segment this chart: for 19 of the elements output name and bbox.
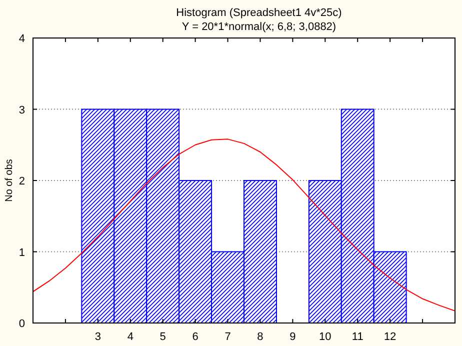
chart-title: Histogram (Spreadsheet1 4v*25c) bbox=[176, 7, 342, 19]
x-tick-label: 9 bbox=[290, 331, 296, 343]
y-tick-label: 0 bbox=[18, 318, 25, 330]
x-tick-label: 7 bbox=[224, 331, 231, 343]
chart-subtitle: Y = 20*1*normal(x; 6,8; 3,0882) bbox=[182, 21, 336, 33]
x-tick-label: 5 bbox=[160, 331, 166, 343]
x-tick-label: 6 bbox=[192, 331, 198, 343]
line-series bbox=[33, 138, 455, 312]
x-tick-label: 8 bbox=[257, 331, 264, 343]
y-axis-title: No of obs bbox=[4, 159, 15, 202]
x-tick-label: 10 bbox=[319, 331, 332, 343]
y-tick-label: 4 bbox=[18, 33, 25, 45]
x-tick-label: 3 bbox=[94, 331, 101, 343]
x-tick-label: 4 bbox=[127, 331, 134, 343]
y-tick-label: 3 bbox=[18, 104, 25, 116]
y-tick-label: 1 bbox=[18, 246, 25, 259]
x-tick-label: 11 bbox=[352, 331, 364, 343]
x-tick-label: 12 bbox=[384, 331, 396, 343]
y-tick-label: 2 bbox=[18, 176, 25, 188]
